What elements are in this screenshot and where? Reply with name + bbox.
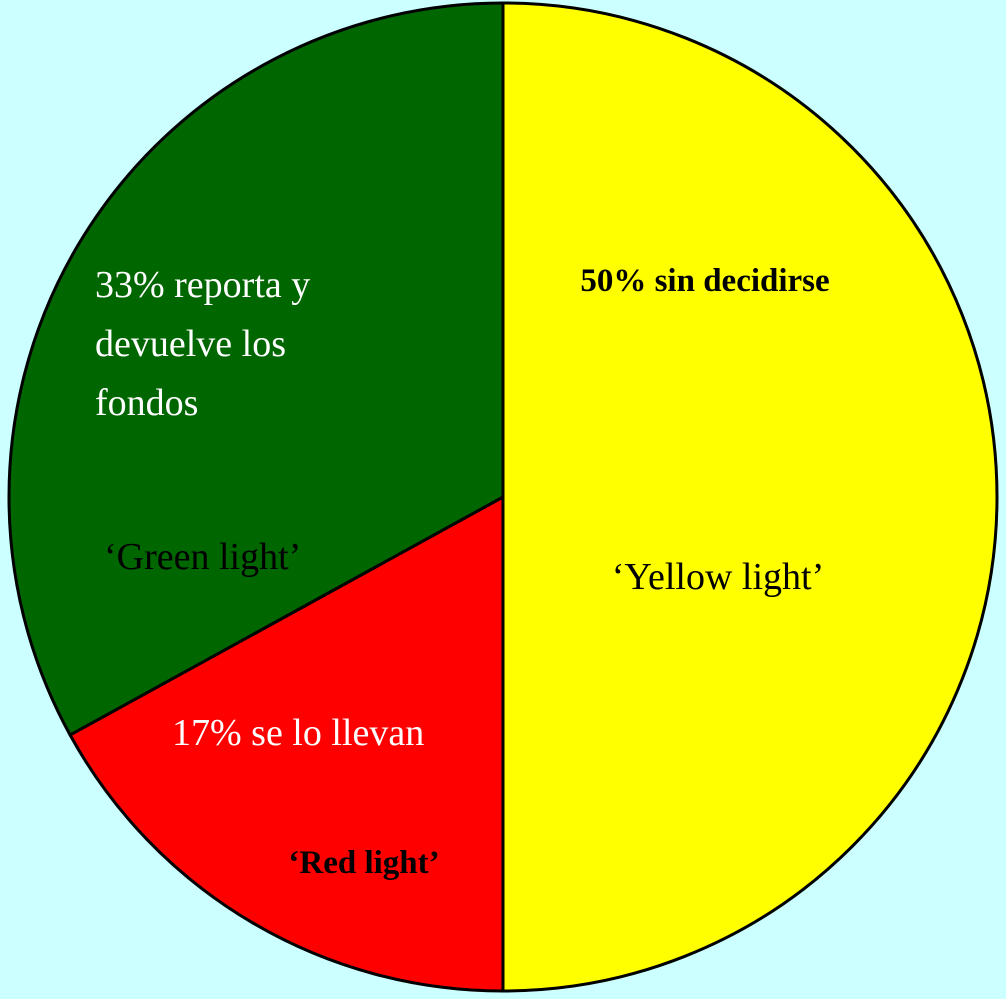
pie-slice-red <box>68 495 505 993</box>
slice-sublabel-green: ‘Green light’ <box>104 536 301 578</box>
slice-label-red: 17% se lo llevan <box>172 712 424 754</box>
slice-label-green-line-3: fondos <box>95 382 198 424</box>
pie-slice-yellow <box>501 1 999 993</box>
slice-sublabel-red: ‘Red light’ <box>288 845 439 881</box>
pie-slices <box>7 1 999 993</box>
slice-label-yellow: 50% sin decidirse <box>580 263 829 299</box>
slice-label-green-line-1: 33% reporta y <box>95 264 310 306</box>
pie-slice-green <box>7 1 505 737</box>
slice-label-green-line-2: devuelve los <box>95 323 286 365</box>
slice-sublabel-yellow: ‘Yellow light’ <box>612 556 825 598</box>
